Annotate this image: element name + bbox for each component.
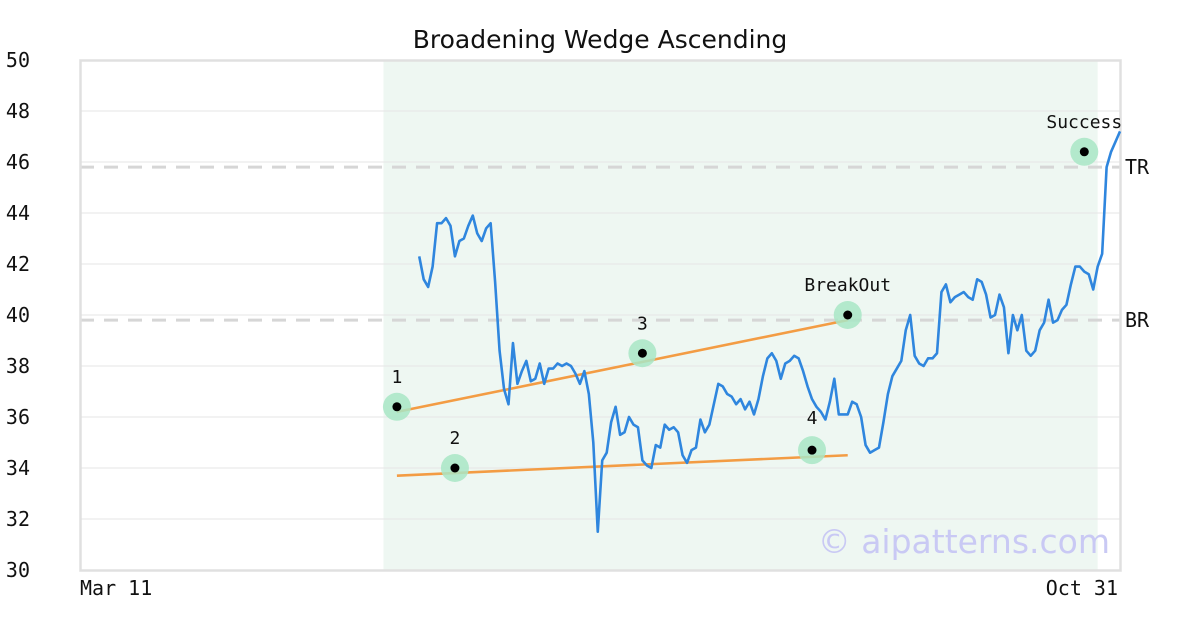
pattern-marker-label: 1: [391, 367, 402, 388]
y-axis-ticks: 30 32 34 36 38 40 42 44 46 48 50: [6, 48, 30, 582]
pattern-marker-dot: [1079, 147, 1089, 157]
x-end-label: Oct 31: [1046, 576, 1118, 600]
pattern-marker-label: BreakOut: [804, 275, 891, 296]
y-tick-label: 50: [6, 48, 30, 72]
reference-label: BR: [1125, 308, 1150, 332]
watermark: © aipatterns.com: [818, 522, 1110, 561]
reference-lines: TR BR: [80, 155, 1150, 332]
pattern-marker-dot: [637, 348, 647, 358]
y-tick-label: 40: [6, 303, 30, 327]
pattern-markers: 1 2 3 4 BreakOut Success: [382, 112, 1122, 482]
y-tick-label: 30: [6, 558, 30, 582]
reference-label: TR: [1125, 155, 1150, 179]
trendline: [396, 318, 848, 414]
pattern-marker-dot: [843, 310, 853, 320]
trendline: [396, 453, 848, 477]
y-tick-label: 44: [6, 201, 30, 225]
y-tick-label: 34: [6, 456, 30, 480]
pattern-marker-label: 2: [450, 428, 461, 449]
y-tick-label: 32: [6, 507, 30, 531]
pattern-marker-label: 4: [807, 408, 818, 429]
pattern-marker-dot: [807, 445, 817, 455]
y-tick-label: 48: [6, 99, 30, 123]
y-tick-label: 38: [6, 354, 30, 378]
pattern-marker-dot: [450, 463, 460, 473]
pattern-marker-label: 3: [637, 313, 648, 334]
price-line: [417, 130, 1122, 534]
chart-title: Broadening Wedge Ascending: [413, 25, 788, 54]
pattern-marker-dot: [392, 402, 402, 412]
y-tick-label: 42: [6, 252, 30, 276]
x-start-label: Mar 11: [80, 576, 152, 600]
y-tick-label: 36: [6, 405, 30, 429]
y-tick-label: 46: [6, 150, 30, 174]
pattern-marker-label: Success: [1046, 112, 1122, 133]
plot-frame: [79, 59, 1122, 572]
trendlines: [396, 318, 848, 477]
